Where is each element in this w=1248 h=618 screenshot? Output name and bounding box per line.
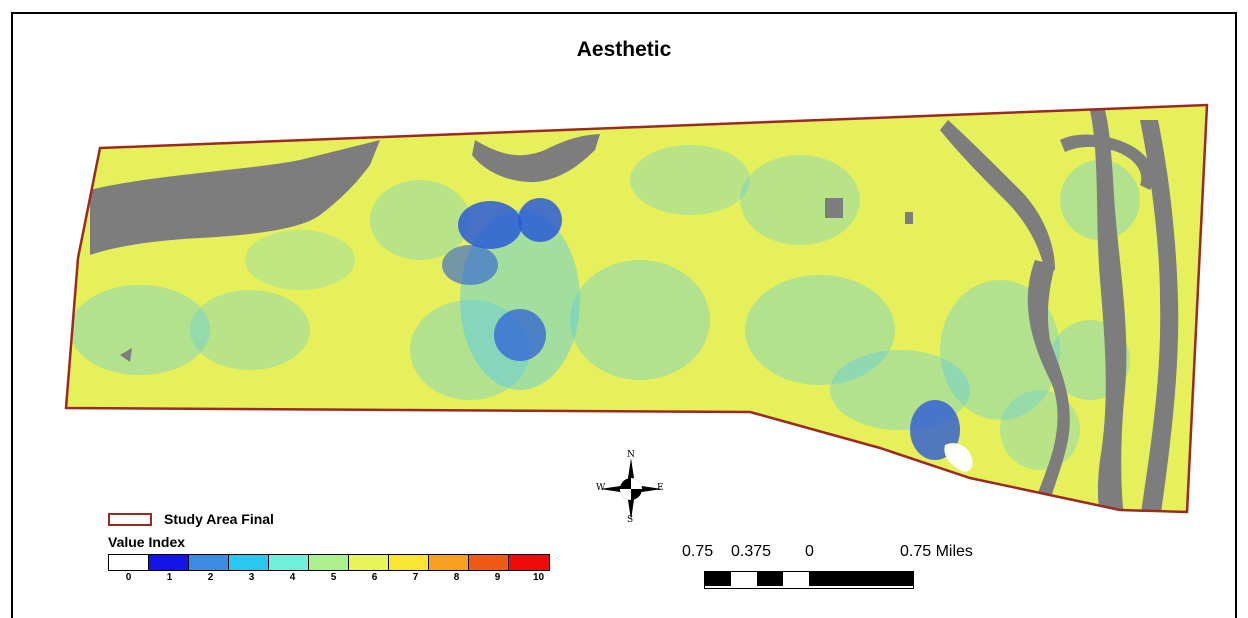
ramp-label-5: 5 bbox=[330, 572, 337, 583]
ramp-cell-3 bbox=[229, 555, 269, 570]
boundary-swatch bbox=[108, 513, 152, 526]
ramp-cell-7 bbox=[389, 555, 429, 570]
ramp-cell-10 bbox=[509, 555, 549, 570]
ramp-label-2: 2 bbox=[207, 572, 214, 583]
scale-bar bbox=[704, 571, 914, 589]
south-label: S bbox=[627, 515, 634, 525]
ramp-cell-2 bbox=[189, 555, 229, 570]
scale-segment bbox=[757, 572, 783, 586]
ramp-cell-5 bbox=[309, 555, 349, 570]
ramp-label-10: 10 bbox=[532, 572, 545, 583]
ramp-label-7: 7 bbox=[412, 572, 419, 583]
ramp-cell-4 bbox=[269, 555, 309, 570]
scale-segment bbox=[783, 572, 809, 586]
ramp-label-0: 0 bbox=[125, 572, 132, 583]
value-color-ramp bbox=[108, 554, 550, 571]
east-label: E bbox=[657, 483, 664, 493]
scale-segment bbox=[705, 572, 731, 586]
study-area-boundary bbox=[64, 103, 1209, 514]
ramp-label-4: 4 bbox=[289, 572, 296, 583]
legend-title: Value Index bbox=[108, 534, 186, 550]
ramp-cell-1 bbox=[149, 555, 189, 570]
ramp-label-9: 9 bbox=[494, 572, 501, 583]
ramp-cell-0 bbox=[109, 555, 149, 570]
west-label: W bbox=[596, 483, 606, 493]
ramp-label-8: 8 bbox=[453, 572, 460, 583]
boundary-label: Study Area Final bbox=[164, 511, 274, 527]
ramp-cell-9 bbox=[469, 555, 509, 570]
compass-rose-icon bbox=[600, 458, 662, 520]
ramp-label-6: 6 bbox=[371, 572, 378, 583]
scale-label-left: 0.75 bbox=[682, 543, 714, 560]
ramp-label-3: 3 bbox=[248, 572, 255, 583]
no-data-patch bbox=[944, 443, 973, 472]
scale-segment bbox=[731, 572, 757, 586]
value-ramp-labels: 0 1 2 3 4 5 6 7 8 9 10 bbox=[108, 572, 559, 583]
scale-bar-labels: 0.75 0.375 0 0.75 Miles bbox=[0, 543, 1248, 563]
ramp-label-1: 1 bbox=[166, 572, 173, 583]
north-arrow: N S E W bbox=[594, 450, 668, 526]
map-title: Aesthetic bbox=[576, 38, 672, 61]
water-bodies bbox=[90, 110, 1179, 512]
scale-segment bbox=[809, 572, 913, 586]
north-label: N bbox=[627, 450, 635, 460]
scale-label-right: 0.75 Miles bbox=[900, 543, 973, 560]
scale-label-mid: 0.375 bbox=[731, 543, 772, 560]
ramp-cell-8 bbox=[429, 555, 469, 570]
scale-label-zero: 0 bbox=[805, 543, 814, 560]
map-frame bbox=[11, 12, 1237, 618]
ramp-cell-6 bbox=[349, 555, 389, 570]
